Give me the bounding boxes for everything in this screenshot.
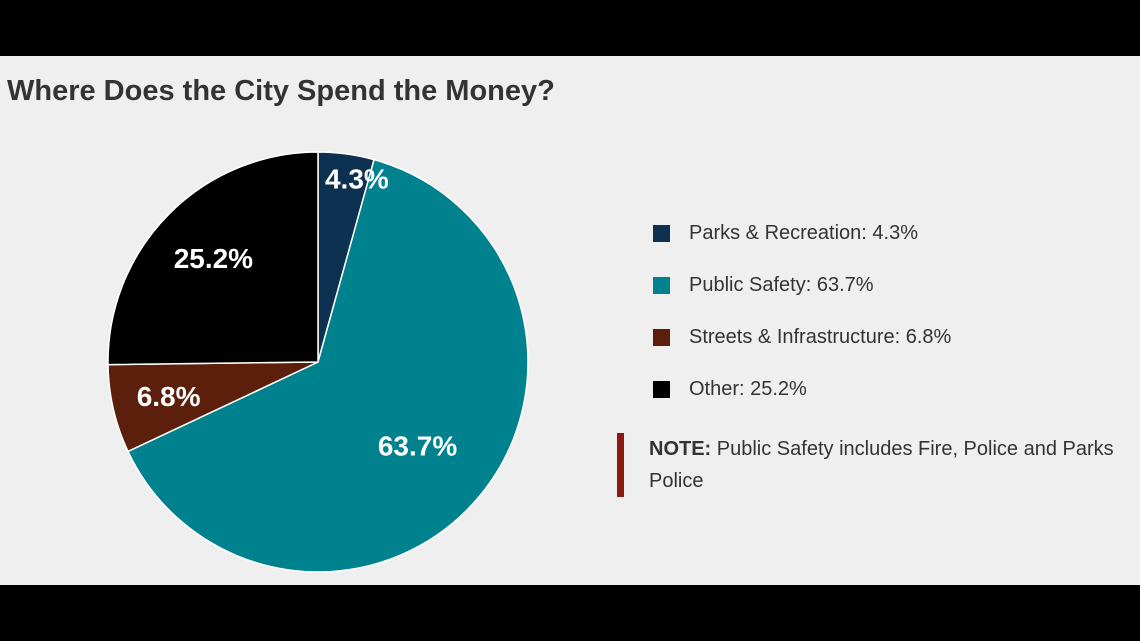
- note-text: Public Safety includes Fire, Police and …: [649, 438, 1114, 492]
- legend: Parks & Recreation: 4.3% Public Safety: …: [653, 207, 951, 415]
- pie-data-label: 6.8%: [137, 381, 201, 412]
- pie-data-label: 25.2%: [174, 243, 253, 274]
- chart-title: Where Does the City Spend the Money?: [7, 75, 555, 107]
- note-callout: NOTE: Public Safety includes Fire, Polic…: [617, 433, 1140, 497]
- legend-item-streets-infrastructure: Streets & Infrastructure: 6.8%: [653, 311, 951, 363]
- pie-slice-public-safety: [126, 158, 529, 573]
- chart-panel: Where Does the City Spend the Money? 4.3…: [0, 56, 1140, 585]
- legend-item-other: Other: 25.2%: [653, 363, 951, 415]
- pie-data-label: 4.3%: [325, 163, 389, 194]
- legend-label: Streets & Infrastructure: 6.8%: [689, 325, 952, 348]
- legend-swatch: [653, 380, 670, 398]
- legend-swatch: [653, 328, 670, 346]
- legend-label: Other: 25.2%: [689, 377, 807, 400]
- legend-label: Public Safety: 63.7%: [689, 273, 874, 296]
- pie-data-label: 63.7%: [378, 430, 457, 461]
- pie-slice-other: [107, 151, 319, 366]
- legend-swatch: [653, 276, 670, 294]
- legend-item-public-safety: Public Safety: 63.7%: [653, 259, 951, 311]
- legend-swatch: [653, 224, 670, 242]
- note-label: NOTE:: [649, 438, 712, 460]
- legend-label: Parks & Recreation: 4.3%: [689, 221, 918, 244]
- pie-chart: 4.3% 63.7% 6.8% 25.2%: [107, 151, 529, 573]
- legend-item-parks-recreation: Parks & Recreation: 4.3%: [653, 207, 951, 259]
